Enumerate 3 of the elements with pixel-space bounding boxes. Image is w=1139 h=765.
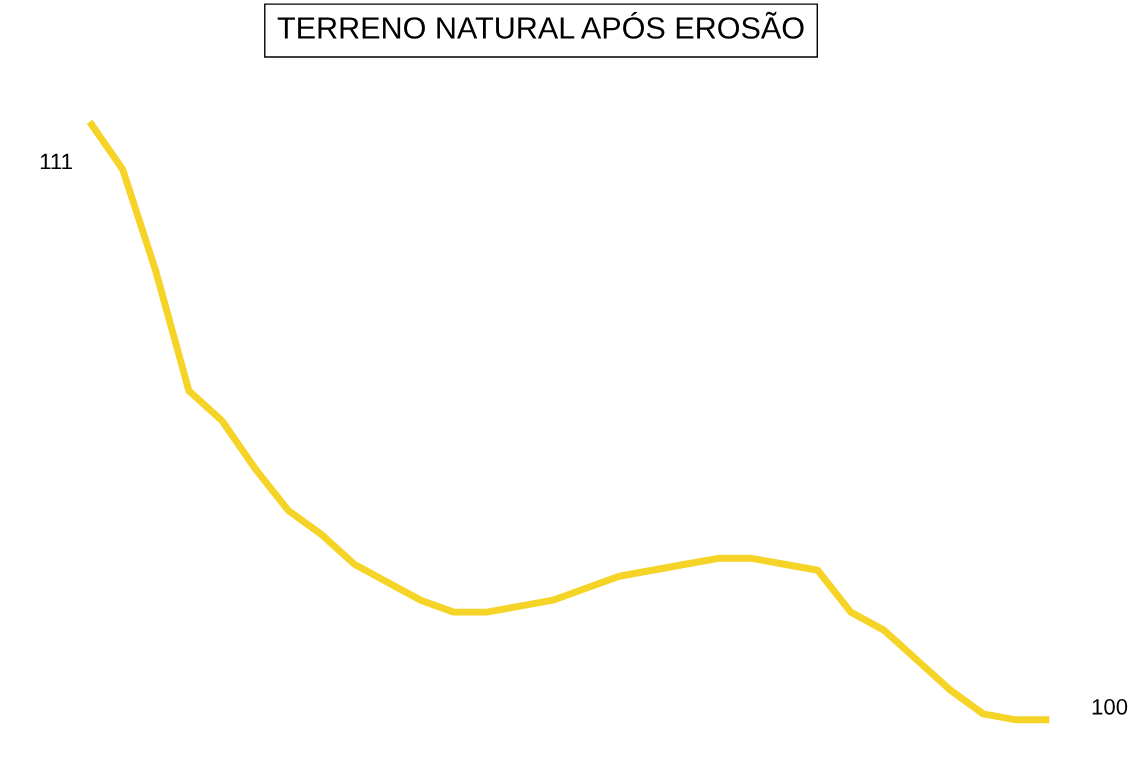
text: 100 <box>1092 698 1128 715</box>
chart-title: TERRENO NATURAL APÓS EROSÃO <box>277 11 804 39</box>
text: 111 <box>40 153 72 170</box>
